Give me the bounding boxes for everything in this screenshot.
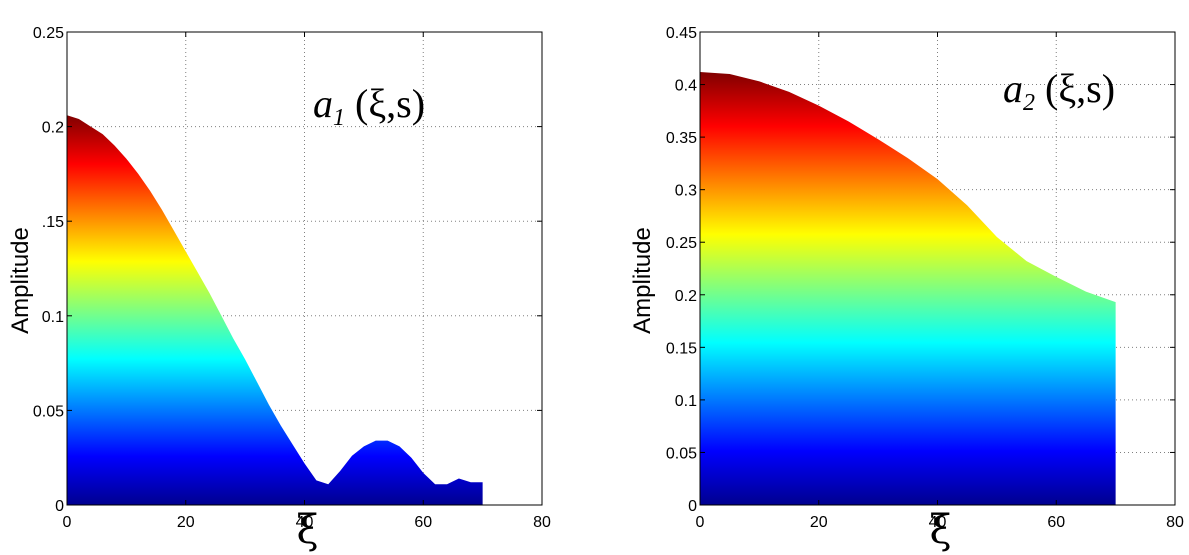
x-axis-label: ξ <box>296 507 318 553</box>
y-tick-label: 0 <box>55 498 64 515</box>
y-tick-label: 0.1 <box>42 309 64 326</box>
y-tick-label: 0.05 <box>33 403 64 420</box>
x-tick-label: 60 <box>414 514 432 531</box>
chart-2: 0 20 40 60 80 0 0.05 0.1 0.15 0.2 0.25 0.3 0.35 0.4 0.… <box>629 25 1184 553</box>
x-axis-label: ξ <box>929 507 951 553</box>
y-tick-label: 0.25 <box>666 235 697 252</box>
y-tick-label: 0.15 <box>666 340 697 357</box>
y-tick-label: 0.2 <box>42 120 64 137</box>
x-tick-label: 40 <box>296 514 314 531</box>
y-tick-label: 0.3 <box>675 183 697 200</box>
y-tick-label: 0.45 <box>666 25 697 42</box>
y-tick-label: 0.4 <box>675 78 697 95</box>
x-tick-label: 40 <box>929 514 947 531</box>
y-axis-label: Amplitude <box>629 227 656 334</box>
y-tick-label: 0.1 <box>675 393 697 410</box>
x-tick-label: 80 <box>533 514 551 531</box>
y-tick-label: 0.35 <box>666 130 697 147</box>
curve-annotation: a1 (ξ,s) <box>313 81 425 131</box>
x-tick-label: 20 <box>810 514 828 531</box>
series-area <box>67 115 483 506</box>
x-tick-label: 0 <box>63 514 72 531</box>
y-tick-label: .15 <box>42 214 64 231</box>
y-tick-label: 0.2 <box>675 288 697 305</box>
x-tick-label: 0 <box>696 514 705 531</box>
y-axis-label: Amplitude <box>7 227 34 334</box>
curve-annotation: a2 (ξ,s) <box>1003 66 1115 116</box>
x-tick-label: 80 <box>1166 514 1184 531</box>
y-tick-label: 0.05 <box>666 445 697 462</box>
y-tick-label: 0 <box>688 498 697 515</box>
series-area <box>700 71 1116 505</box>
chart-1: 0 20 40 60 80 0 0.05 0.1 .15 0.2 0.25 Amplitude ξ a1 … <box>7 25 551 553</box>
x-tick-label: 20 <box>177 514 195 531</box>
x-tick-label: 60 <box>1047 514 1065 531</box>
y-tick-label: 0.25 <box>33 25 64 42</box>
